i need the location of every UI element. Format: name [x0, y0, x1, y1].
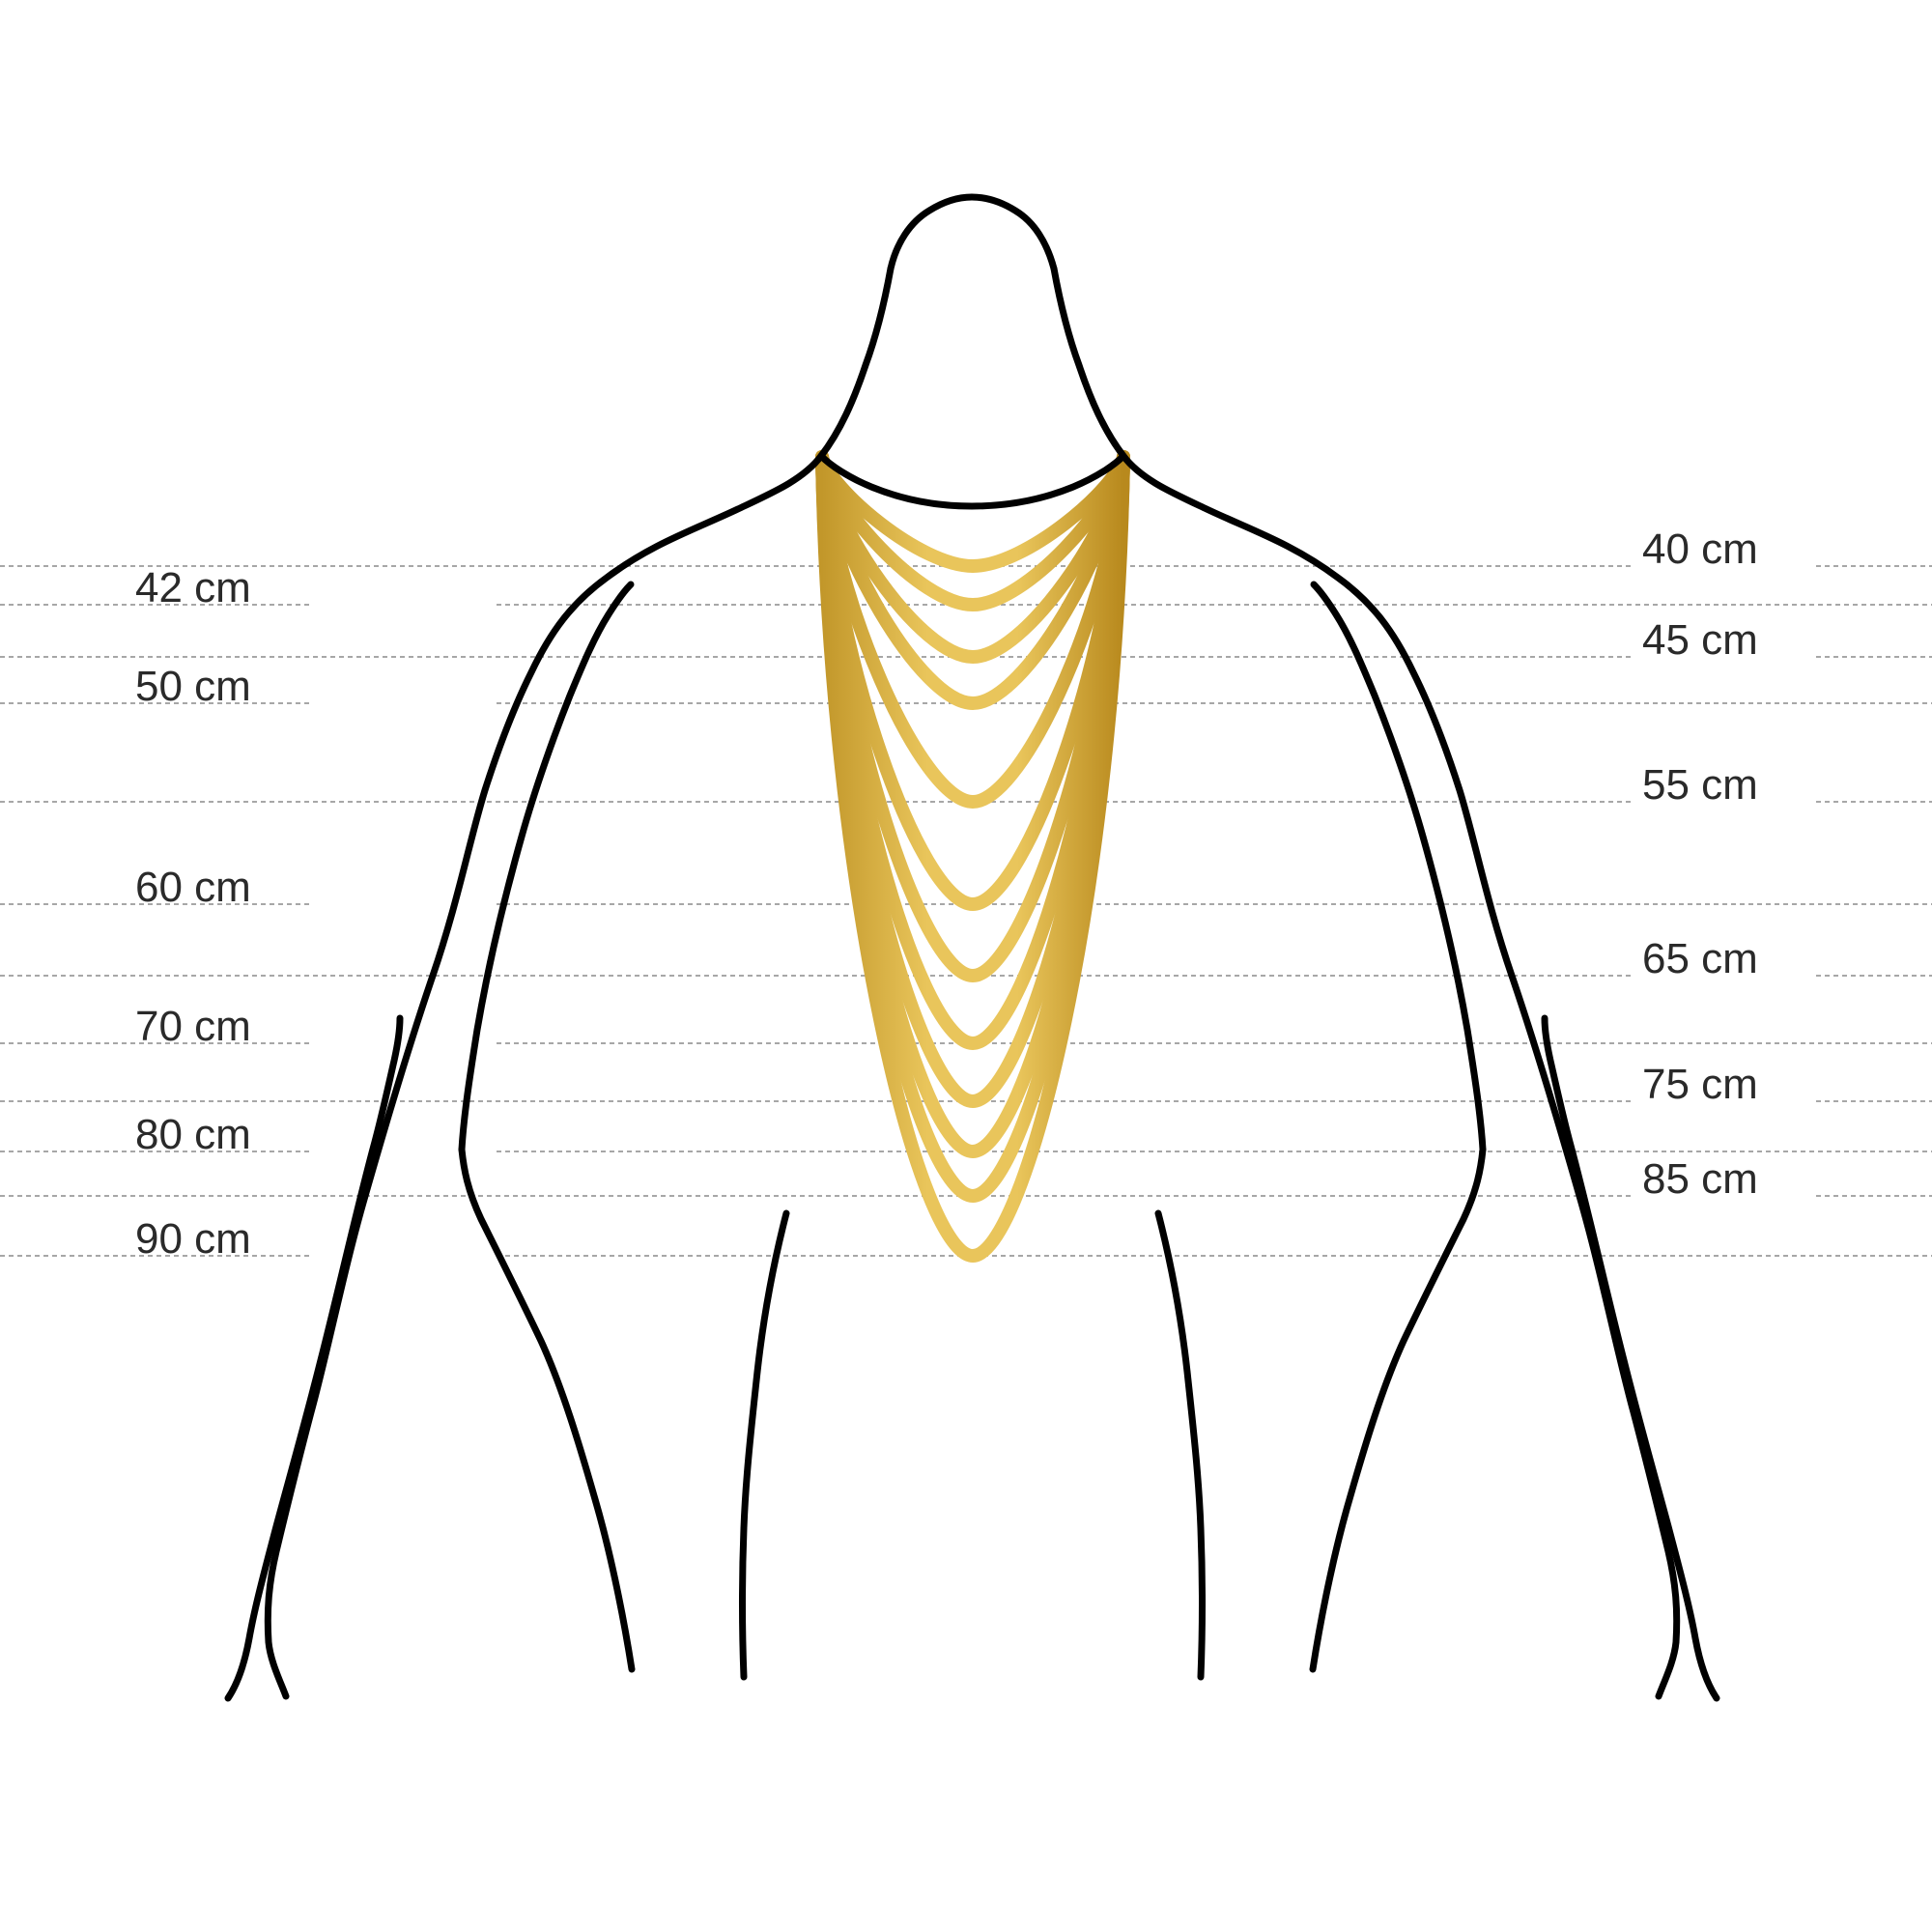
silhouette-stroke — [1054, 269, 1677, 1696]
silhouette-stroke — [891, 197, 1054, 269]
silhouette-stroke — [1314, 584, 1483, 1150]
silhouette-stroke — [228, 1018, 400, 1698]
size-label: 40 cm — [1642, 526, 1758, 574]
size-label: 85 cm — [1642, 1155, 1758, 1204]
silhouette-stroke — [1158, 1213, 1203, 1677]
silhouette-stroke — [1313, 1150, 1483, 1669]
size-label: 75 cm — [1642, 1061, 1758, 1109]
silhouette-stroke — [1545, 1018, 1717, 1698]
necklace-size-chart: 40 cm 42 cm 45 cm 50 cm 55 cm 60 cm 65 cm 70 cm… — [0, 0, 1932, 1932]
size-label: 60 cm — [135, 864, 251, 912]
silhouette-stroke — [462, 1150, 632, 1669]
silhouette-stroke — [821, 456, 1123, 506]
size-label: 42 cm — [135, 564, 251, 612]
size-label: 45 cm — [1642, 616, 1758, 665]
size-label: 70 cm — [135, 1003, 251, 1051]
silhouette-stroke — [743, 1213, 787, 1677]
silhouette-stroke — [462, 584, 631, 1150]
silhouette-stroke — [268, 269, 891, 1696]
size-label: 65 cm — [1642, 935, 1758, 983]
size-label: 55 cm — [1642, 761, 1758, 810]
size-label: 50 cm — [135, 663, 251, 711]
size-label: 90 cm — [135, 1215, 251, 1264]
size-label: 80 cm — [135, 1111, 251, 1159]
